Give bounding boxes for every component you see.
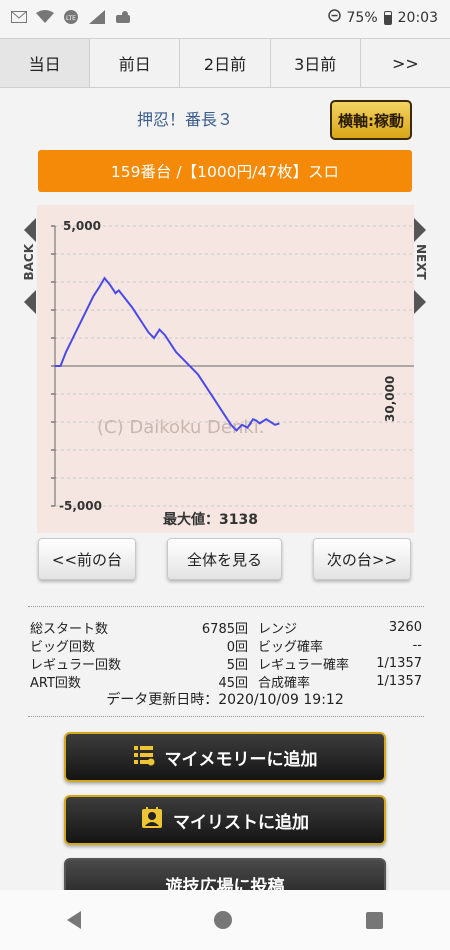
- next-label[interactable]: NEXT: [414, 244, 428, 280]
- stats-row: ビッグ回数 0回 ビッグ確率 --: [30, 636, 422, 655]
- stats-row: ART回数 45回 合成確率 1/1357: [30, 672, 422, 691]
- machine-name: 押忍！番長３: [136, 110, 233, 129]
- divider-top: [28, 606, 424, 607]
- stat-value: 0回: [226, 639, 248, 655]
- back-arrow-up-icon[interactable]: [24, 218, 36, 242]
- stats-row: 総スタート数 6785回 レンジ 3260: [30, 618, 422, 637]
- status-bar: LTE 75% 20:03: [0, 0, 450, 38]
- battery-percent: 75%: [346, 9, 378, 26]
- date-tabs: 当日 前日 2日前 3日前 >>: [0, 38, 450, 88]
- list-button-label: マイリストに追加: [173, 812, 309, 833]
- status-right: 75% 20:03: [327, 9, 438, 26]
- tab-yesterday[interactable]: 前日: [90, 39, 181, 87]
- stat-value: --: [412, 637, 422, 653]
- back-label[interactable]: BACK: [22, 244, 36, 281]
- back-icon[interactable]: [66, 911, 81, 929]
- unit-info-bar: 159番台 /【1000円/47枚】スロ: [38, 150, 412, 192]
- stat-label: ビッグ回数: [30, 639, 96, 655]
- add-to-my-memory-button[interactable]: マイメモリーに追加: [64, 732, 386, 782]
- memory-button-label: マイメモリーに追加: [164, 749, 318, 770]
- battery-icon: [383, 10, 392, 25]
- next-arrow-up-icon[interactable]: [414, 218, 426, 242]
- clock: 20:03: [397, 9, 438, 26]
- wifi-icon: [36, 8, 54, 26]
- stat-label: レギュラー回数: [30, 657, 122, 673]
- stat-value: 1/1357: [376, 673, 422, 689]
- tab-2-days-ago[interactable]: 2日前: [180, 39, 271, 87]
- stat-value: 3260: [388, 619, 422, 635]
- stat-label: 合成確率: [258, 675, 311, 691]
- signal-icon: [88, 8, 106, 26]
- view-all-button[interactable]: 全体を見る: [167, 538, 282, 580]
- volte-icon: LTE: [62, 8, 80, 26]
- updated-timestamp: データ更新日時：2020/10/09 19:12: [106, 692, 344, 708]
- back-arrow-down-icon[interactable]: [24, 290, 36, 314]
- stat-value: 6785回: [201, 621, 248, 637]
- status-icons: LTE: [10, 8, 132, 26]
- ytick-label-bottom: -5,000: [59, 499, 102, 513]
- tab-3-days-ago[interactable]: 3日前: [271, 39, 361, 87]
- max-value-label: 最大値：3138: [163, 511, 258, 528]
- home-icon[interactable]: [214, 911, 233, 929]
- next-machine-button[interactable]: 次の台>>: [313, 538, 411, 580]
- chart-watermark: (C) Daikoku Denki.: [97, 417, 265, 438]
- divider-bottom: [28, 716, 424, 717]
- gmail-icon: [10, 8, 28, 26]
- memory-list-icon: [133, 744, 155, 771]
- stat-label: ART回数: [30, 675, 81, 691]
- stats-table: 総スタート数 6785回 レンジ 3260 ビッグ回数 0回 ビッグ確率 -- …: [30, 618, 422, 691]
- chart-grid: [51, 225, 414, 507]
- app-notification-icon: [114, 8, 132, 26]
- stat-label: レギュラー確率: [258, 657, 350, 673]
- slump-chart-svg: 5,000 -5,000 30,000 (C) Daikoku Denki. 最…: [51, 219, 414, 528]
- recent-apps-icon[interactable]: [366, 911, 384, 929]
- stats-row: レギュラー回数 5回 レギュラー確率 1/1357: [30, 654, 422, 673]
- next-arrow-down-icon[interactable]: [414, 290, 426, 314]
- stat-label: 総スタート数: [30, 621, 109, 637]
- ytick-label-top: 5,000: [63, 219, 101, 233]
- add-to-my-list-button[interactable]: マイリストに追加: [64, 795, 386, 845]
- stat-label: ビッグ確率: [258, 639, 324, 655]
- stat-label: レンジ: [258, 621, 298, 637]
- my-list-icon: [141, 806, 163, 834]
- stat-value: 1/1357: [376, 655, 422, 671]
- prev-machine-button[interactable]: <<前の台: [38, 538, 136, 580]
- xtick-label-right: 30,000: [383, 376, 397, 422]
- system-nav-bar: [0, 890, 450, 950]
- axis-toggle-button[interactable]: 横軸:稼動: [330, 100, 412, 140]
- stat-value: 5回: [226, 657, 248, 673]
- stat-value: 45回: [218, 675, 248, 691]
- series-line: [55, 276, 280, 432]
- svg-text:LTE: LTE: [66, 15, 76, 22]
- tab-more[interactable]: >>: [392, 53, 419, 73]
- dnd-icon: [327, 9, 341, 26]
- tab-today[interactable]: 当日: [0, 39, 91, 87]
- slump-chart: 5,000 -5,000 30,000 (C) Daikoku Denki. 最…: [37, 205, 414, 533]
